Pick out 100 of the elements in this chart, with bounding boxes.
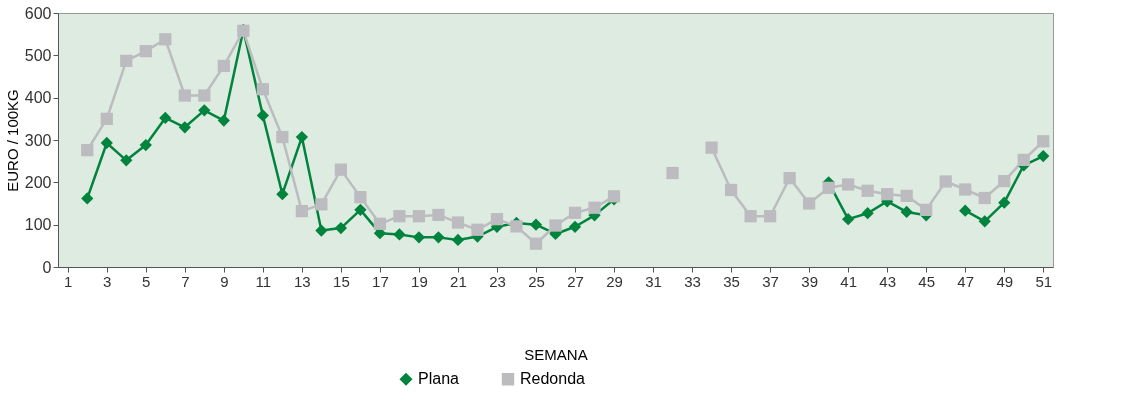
- point: [763, 210, 777, 223]
- x-tick-label: 31: [645, 272, 662, 290]
- y-tick-label: 100: [24, 216, 52, 234]
- point: [568, 220, 582, 233]
- x-tick-label: 39: [801, 272, 818, 290]
- x-tick-label: 3: [103, 272, 112, 290]
- point: [529, 218, 543, 231]
- x-tick-label: 13: [294, 272, 311, 290]
- point: [803, 197, 816, 210]
- point: [412, 231, 426, 244]
- x-tick-label: 21: [450, 272, 467, 290]
- point: [978, 215, 991, 228]
- point: [159, 33, 172, 46]
- x-tick-label: 33: [684, 272, 701, 290]
- x-tick-label: 43: [879, 272, 897, 290]
- point: [1017, 153, 1030, 167]
- legend-label: Plana: [418, 370, 460, 388]
- point: [354, 203, 367, 216]
- point: [100, 136, 113, 150]
- y-tick-label: 400: [24, 89, 52, 107]
- point: [120, 54, 133, 67]
- x-axis-title: SEMANA: [524, 345, 588, 363]
- point: [1037, 149, 1050, 163]
- point: [81, 192, 94, 205]
- point: [276, 130, 289, 144]
- point: [744, 210, 757, 223]
- point: [451, 216, 465, 229]
- x-tick-label: 41: [840, 272, 857, 290]
- point: [373, 227, 387, 240]
- point: [159, 111, 172, 125]
- point: [295, 205, 308, 218]
- x-tick-label: 5: [142, 272, 151, 290]
- point: [373, 217, 387, 230]
- point: [334, 163, 348, 176]
- point: [334, 221, 348, 235]
- x-tick-label: 35: [723, 272, 740, 290]
- point: [861, 184, 874, 197]
- point: [139, 138, 152, 152]
- y-tick-label: 500: [24, 46, 52, 64]
- point: [822, 181, 835, 194]
- point: [978, 191, 991, 205]
- x-tick-label: 49: [996, 272, 1014, 290]
- point: [666, 166, 679, 180]
- point: [256, 109, 269, 122]
- point: [920, 203, 933, 216]
- point: [959, 204, 972, 217]
- point: [724, 183, 738, 197]
- point: [490, 213, 504, 226]
- x-tick-label: 37: [762, 272, 779, 290]
- point: [568, 206, 582, 219]
- point: [783, 171, 796, 185]
- point: [295, 130, 308, 144]
- x-tick-label: 1: [64, 272, 73, 290]
- point: [900, 205, 913, 219]
- y-axis-title: EURO / 100KG: [3, 89, 21, 192]
- x-tick-label: 23: [489, 272, 506, 290]
- x-tick-label: 7: [181, 272, 190, 290]
- x-tick-label: 15: [333, 272, 350, 290]
- point: [881, 188, 894, 201]
- point: [842, 178, 855, 191]
- point: [100, 112, 113, 125]
- legend-label: Redonda: [520, 370, 586, 388]
- point: [471, 223, 484, 236]
- point: [959, 183, 972, 196]
- point: [217, 114, 230, 127]
- x-tick-label: 9: [220, 272, 229, 290]
- x-tick-label: 47: [957, 272, 975, 290]
- point: [1037, 135, 1050, 148]
- point: [393, 210, 406, 223]
- x-tick-label: 51: [1035, 272, 1053, 290]
- point: [451, 233, 465, 247]
- x-tick-label: 27: [567, 272, 584, 290]
- point: [588, 201, 601, 214]
- point: [529, 237, 543, 250]
- point: [412, 210, 426, 223]
- x-tick-label: 29: [606, 272, 623, 290]
- point: [998, 174, 1011, 188]
- y-tick-label: 0: [42, 258, 52, 276]
- y-tick-label: 200: [24, 173, 52, 191]
- point: [842, 213, 855, 226]
- y-tick-label: 600: [24, 4, 52, 22]
- point: [178, 89, 191, 102]
- point: [178, 121, 191, 134]
- point: [861, 207, 874, 220]
- point: [81, 144, 94, 157]
- point: [139, 44, 152, 58]
- point: [900, 189, 913, 202]
- point: [998, 196, 1011, 209]
- x-tick-label: 45: [918, 272, 936, 290]
- point: [354, 191, 367, 204]
- x-tick-label: 25: [528, 272, 545, 290]
- point: [217, 59, 230, 73]
- point: [120, 154, 133, 167]
- point: [256, 83, 269, 96]
- x-tick-label: 11: [255, 272, 272, 290]
- point: [276, 188, 289, 201]
- y-tick-label: 300: [24, 131, 52, 149]
- point: [432, 208, 445, 222]
- x-tick-label: 19: [411, 272, 428, 290]
- x-tick-label: 17: [372, 272, 389, 290]
